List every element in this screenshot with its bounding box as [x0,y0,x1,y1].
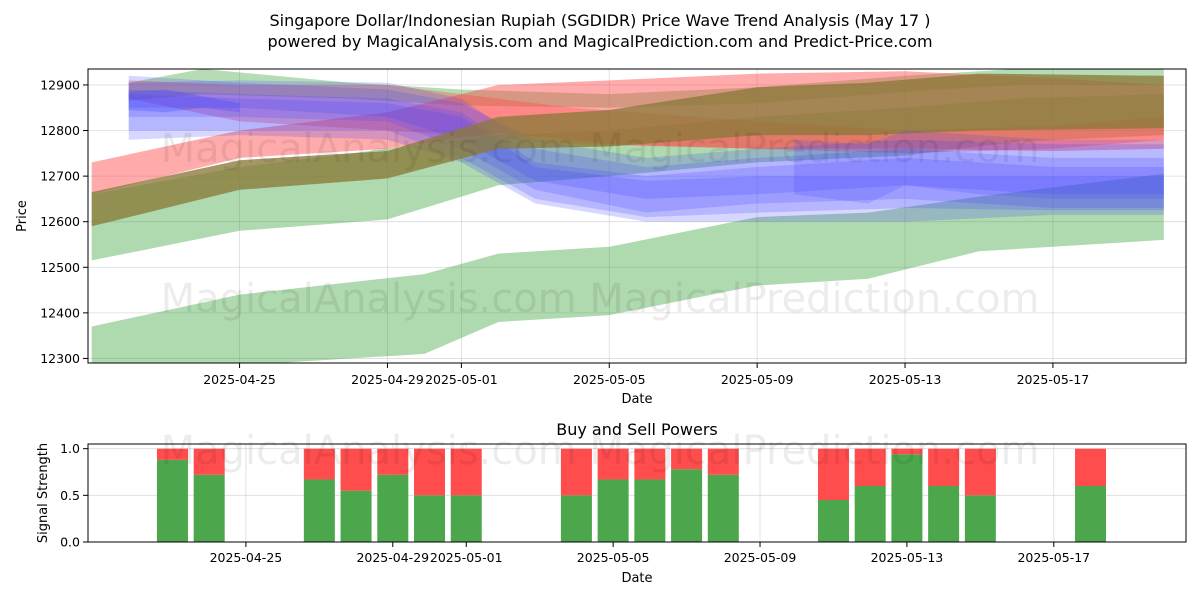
price-y-tick-label: 12600 [40,214,80,229]
signal-bars [156,448,1107,542]
buy-power-bar [414,495,446,542]
wave-band-blue [128,89,1164,218]
wave-band-green [91,94,1164,261]
sell-power-bar [156,448,188,460]
sell-power-bar [303,448,335,480]
wave-band-green [91,173,1164,363]
sell-power-bar [1075,448,1107,486]
price-plot-frame [87,68,1187,364]
buy-power-bar [597,479,629,542]
signal-y-tick-label: 0.0 [60,535,80,550]
buy-power-bar [671,469,703,542]
buy-power-bar [634,479,666,542]
watermark-row2: MagicalAnalysis.com MagicalPrediction.co… [161,276,1040,322]
chart-title-line1: Singapore Dollar/Indonesian Rupiah (SGDI… [269,11,930,30]
price-panel: MagicalAnalysis.com MagicalPrediction.co… [15,68,1187,407]
buy-power-bar [928,486,960,542]
price-wave-bands [91,69,1164,363]
sell-power-bar [817,448,849,500]
price-x-axis-ticks: 2025-04-25 2025-04-29 2025-05-01 2025-05-05… [203,363,1089,387]
price-x-tick-label: 2025-05-09 [721,372,794,387]
buy-power-bar [1075,486,1107,542]
sell-power-bar [414,448,446,496]
sell-power-bar [597,448,629,480]
wave-band-brown [91,73,1164,227]
price-x-axis-label: Date [621,392,652,407]
buy-power-bar [891,454,923,542]
wave-band-blue [128,80,1164,213]
signal-x-tick-label: 2025-05-05 [577,550,650,565]
signal-x-tick-label: 2025-04-25 [210,550,283,565]
sell-power-bar [193,448,225,475]
sell-power-bar [671,448,703,470]
sell-power-bar [450,448,482,496]
signal-panel-title: Buy and Sell Powers [556,420,718,439]
signal-y-tick-label: 1.0 [60,441,80,456]
sell-power-bar [707,448,739,475]
price-x-tick-label: 2025-05-13 [869,372,942,387]
signal-x-axis-ticks: 2025-04-25 2025-04-29 2025-05-01 2025-05-05… [210,542,1090,565]
watermark-row1: MagicalAnalysis.com MagicalPrediction.co… [161,126,1040,172]
price-y-axis-label: Price [15,200,30,232]
signal-x-tick-label: 2025-05-01 [430,550,503,565]
buy-power-bar [817,500,849,542]
wave-band-blue [794,130,1164,204]
sell-power-bar [560,448,592,496]
signal-y-axis-label: Signal Strength [36,443,51,543]
wave-band-blue [128,89,240,113]
signal-x-axis-label: Date [621,571,652,586]
buy-power-bar [340,490,372,542]
buy-power-bar [156,459,188,542]
signal-y-axis-ticks: 0.0 0.5 1.0 [60,441,88,550]
buy-power-bar [377,474,409,542]
price-x-tick-label: 2025-05-01 [425,372,498,387]
price-y-tick-label: 12700 [40,169,80,184]
signal-panel: Buy and Sell Powers MagicalAnalysis.com … [36,420,1187,586]
buy-power-bar [964,495,996,542]
chart-title-line2: powered by MagicalAnalysis.com and Magic… [267,32,932,51]
signal-y-tick-label: 0.5 [60,488,80,503]
signal-x-tick-label: 2025-04-29 [356,550,429,565]
sell-power-bar [634,448,666,480]
wave-band-green [128,69,1164,108]
price-x-tick-label: 2025-04-25 [203,372,276,387]
price-y-axis-ticks: 12300 12400 12500 12600 12700 12800 12900 [40,77,88,366]
sell-power-bar [854,448,886,486]
price-y-tick-label: 12500 [40,260,80,275]
price-x-tick-label: 2025-04-29 [351,372,424,387]
price-x-tick-label: 2025-05-17 [1017,372,1090,387]
watermark-signal: MagicalAnalysis.com MagicalPrediction.co… [161,428,1040,474]
sell-power-bar [377,448,409,475]
price-y-tick-label: 12900 [40,77,80,92]
buy-power-bar [193,474,225,542]
buy-power-bar [707,474,739,542]
sell-power-bar [928,448,960,486]
signal-x-tick-label: 2025-05-09 [724,550,797,565]
buy-power-bar [854,486,886,542]
wave-band-blue [128,75,1164,199]
wave-band-blue [128,94,1164,222]
signal-plot-frame [87,443,1187,543]
price-y-tick-label: 12300 [40,351,80,366]
buy-power-bar [303,479,335,542]
buy-power-bar [450,495,482,542]
sell-power-bar [340,448,372,491]
sell-power-bar [964,448,996,496]
signal-x-tick-label: 2025-05-13 [871,550,944,565]
sell-power-bar [891,448,923,455]
price-y-tick-label: 12800 [40,123,80,138]
price-x-tick-label: 2025-05-05 [573,372,646,387]
price-y-tick-label: 12400 [40,305,80,320]
buy-power-bar [560,495,592,542]
signal-x-tick-label: 2025-05-17 [1017,550,1090,565]
